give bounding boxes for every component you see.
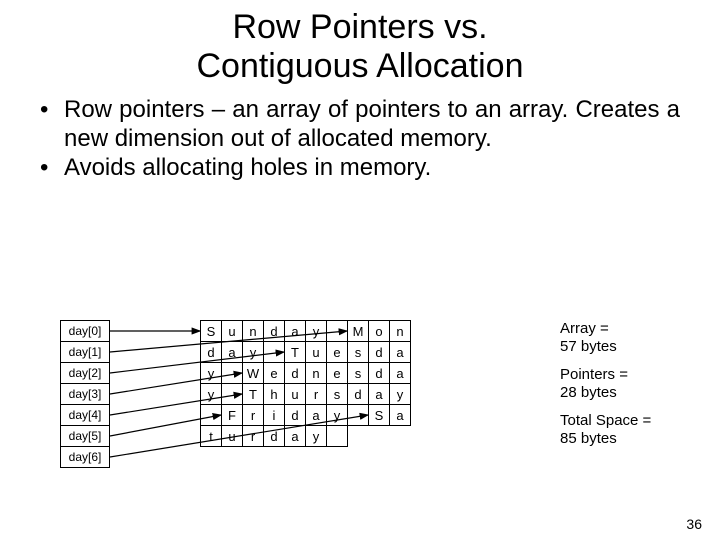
bullet-item: • Row pointers – an array of pointers to… (40, 96, 680, 154)
bullet-text: Row pointers – an array of pointers to a… (64, 96, 680, 154)
title-line-2: Contiguous Allocation (0, 47, 720, 86)
pointer-cell: day[6] (60, 446, 110, 468)
memory-cell: r (305, 383, 327, 405)
memory-row: dayTuesda (200, 342, 411, 363)
memory-cell (389, 425, 411, 447)
memory-cell: a (368, 383, 390, 405)
stats-label: Total Space = (560, 412, 651, 429)
memory-cell: T (242, 383, 264, 405)
memory-row: FridaySa (200, 405, 411, 426)
memory-cell: F (221, 404, 243, 426)
memory-cell: i (263, 404, 285, 426)
stats-label: Array = (560, 320, 609, 337)
memory-cell: d (347, 383, 369, 405)
memory-cell: n (389, 320, 411, 342)
memory-cell: y (305, 320, 327, 342)
stats-block: Array = 57 bytes Pointers = 28 bytes Tot… (560, 320, 651, 458)
memory-cell (263, 341, 285, 363)
memory-cell: d (263, 425, 285, 447)
memory-cell: e (326, 362, 348, 384)
memory-cell: S (200, 320, 222, 342)
pointer-cell: day[0] (60, 320, 110, 342)
memory-cell: S (368, 404, 390, 426)
memory-cell: o (368, 320, 390, 342)
array-bytes: Array = 57 bytes (560, 320, 651, 356)
memory-cell: M (347, 320, 369, 342)
bullet-item: • Avoids allocating holes in memory. (40, 154, 680, 183)
pointers-bytes: Pointers = 28 bytes (560, 366, 651, 402)
memory-cell (221, 362, 243, 384)
memory-cell (326, 320, 348, 342)
pointer-cell: day[5] (60, 425, 110, 447)
memory-cell: y (305, 425, 327, 447)
memory-row: yThursday (200, 384, 411, 405)
memory-cell: a (389, 404, 411, 426)
memory-cell: u (221, 320, 243, 342)
memory-cell: d (284, 404, 306, 426)
stats-value: 57 bytes (560, 338, 617, 355)
pointer-cell: day[1] (60, 341, 110, 363)
memory-cell (368, 425, 390, 447)
memory-cell: d (368, 341, 390, 363)
pointer-cell: day[4] (60, 404, 110, 426)
memory-cell: u (221, 425, 243, 447)
memory-cell: u (284, 383, 306, 405)
memory-cell (326, 425, 348, 447)
memory-cell: a (221, 341, 243, 363)
memory-cell: a (305, 404, 327, 426)
memory-cell: u (305, 341, 327, 363)
memory-cell (347, 404, 369, 426)
diagram: day[0]day[1]day[2]day[3]day[4]day[5]day[… (0, 310, 720, 510)
pointer-column: day[0]day[1]day[2]day[3]day[4]day[5]day[… (60, 320, 110, 468)
memory-cell: e (263, 362, 285, 384)
memory-cell: s (347, 362, 369, 384)
total-bytes: Total Space = 85 bytes (560, 412, 651, 448)
memory-row: yWednesda (200, 363, 411, 384)
memory-cell: y (200, 362, 222, 384)
memory-cell (347, 425, 369, 447)
bullet-dot: • (40, 154, 64, 183)
memory-cell: n (242, 320, 264, 342)
slide-title: Row Pointers vs. Contiguous Allocation (0, 0, 720, 86)
title-line-1: Row Pointers vs. (0, 8, 720, 47)
memory-cell: s (347, 341, 369, 363)
bullet-text: Avoids allocating holes in memory. (64, 154, 680, 183)
stats-value: 85 bytes (560, 430, 617, 447)
bullet-list: • Row pointers – an array of pointers to… (0, 86, 720, 182)
memory-cell: d (368, 362, 390, 384)
pointer-cell: day[3] (60, 383, 110, 405)
memory-cell: y (242, 341, 264, 363)
memory-cell (221, 383, 243, 405)
memory-cell: a (284, 320, 306, 342)
memory-cell: y (326, 404, 348, 426)
memory-cell: d (200, 341, 222, 363)
page-number: 36 (686, 516, 702, 532)
memory-cell: r (242, 425, 264, 447)
memory-cell: a (284, 425, 306, 447)
memory-cell: d (263, 320, 285, 342)
memory-cell: h (263, 383, 285, 405)
memory-cell (200, 404, 222, 426)
memory-cell: e (326, 341, 348, 363)
memory-cell: y (389, 383, 411, 405)
memory-cell: s (326, 383, 348, 405)
bullet-dot: • (40, 96, 64, 154)
memory-cell: n (305, 362, 327, 384)
memory-cell: r (242, 404, 264, 426)
memory-cell: T (284, 341, 306, 363)
memory-grid: SundayMondayTuesdayWednesdayThursdayFrid… (200, 320, 411, 447)
memory-cell: t (200, 425, 222, 447)
stats-value: 28 bytes (560, 384, 617, 401)
stats-label: Pointers = (560, 366, 628, 383)
memory-cell: W (242, 362, 264, 384)
memory-cell: y (200, 383, 222, 405)
memory-cell: d (284, 362, 306, 384)
memory-row: turday (200, 426, 411, 447)
memory-row: SundayMon (200, 320, 411, 342)
pointer-cell: day[2] (60, 362, 110, 384)
memory-cell: a (389, 341, 411, 363)
memory-cell: a (389, 362, 411, 384)
